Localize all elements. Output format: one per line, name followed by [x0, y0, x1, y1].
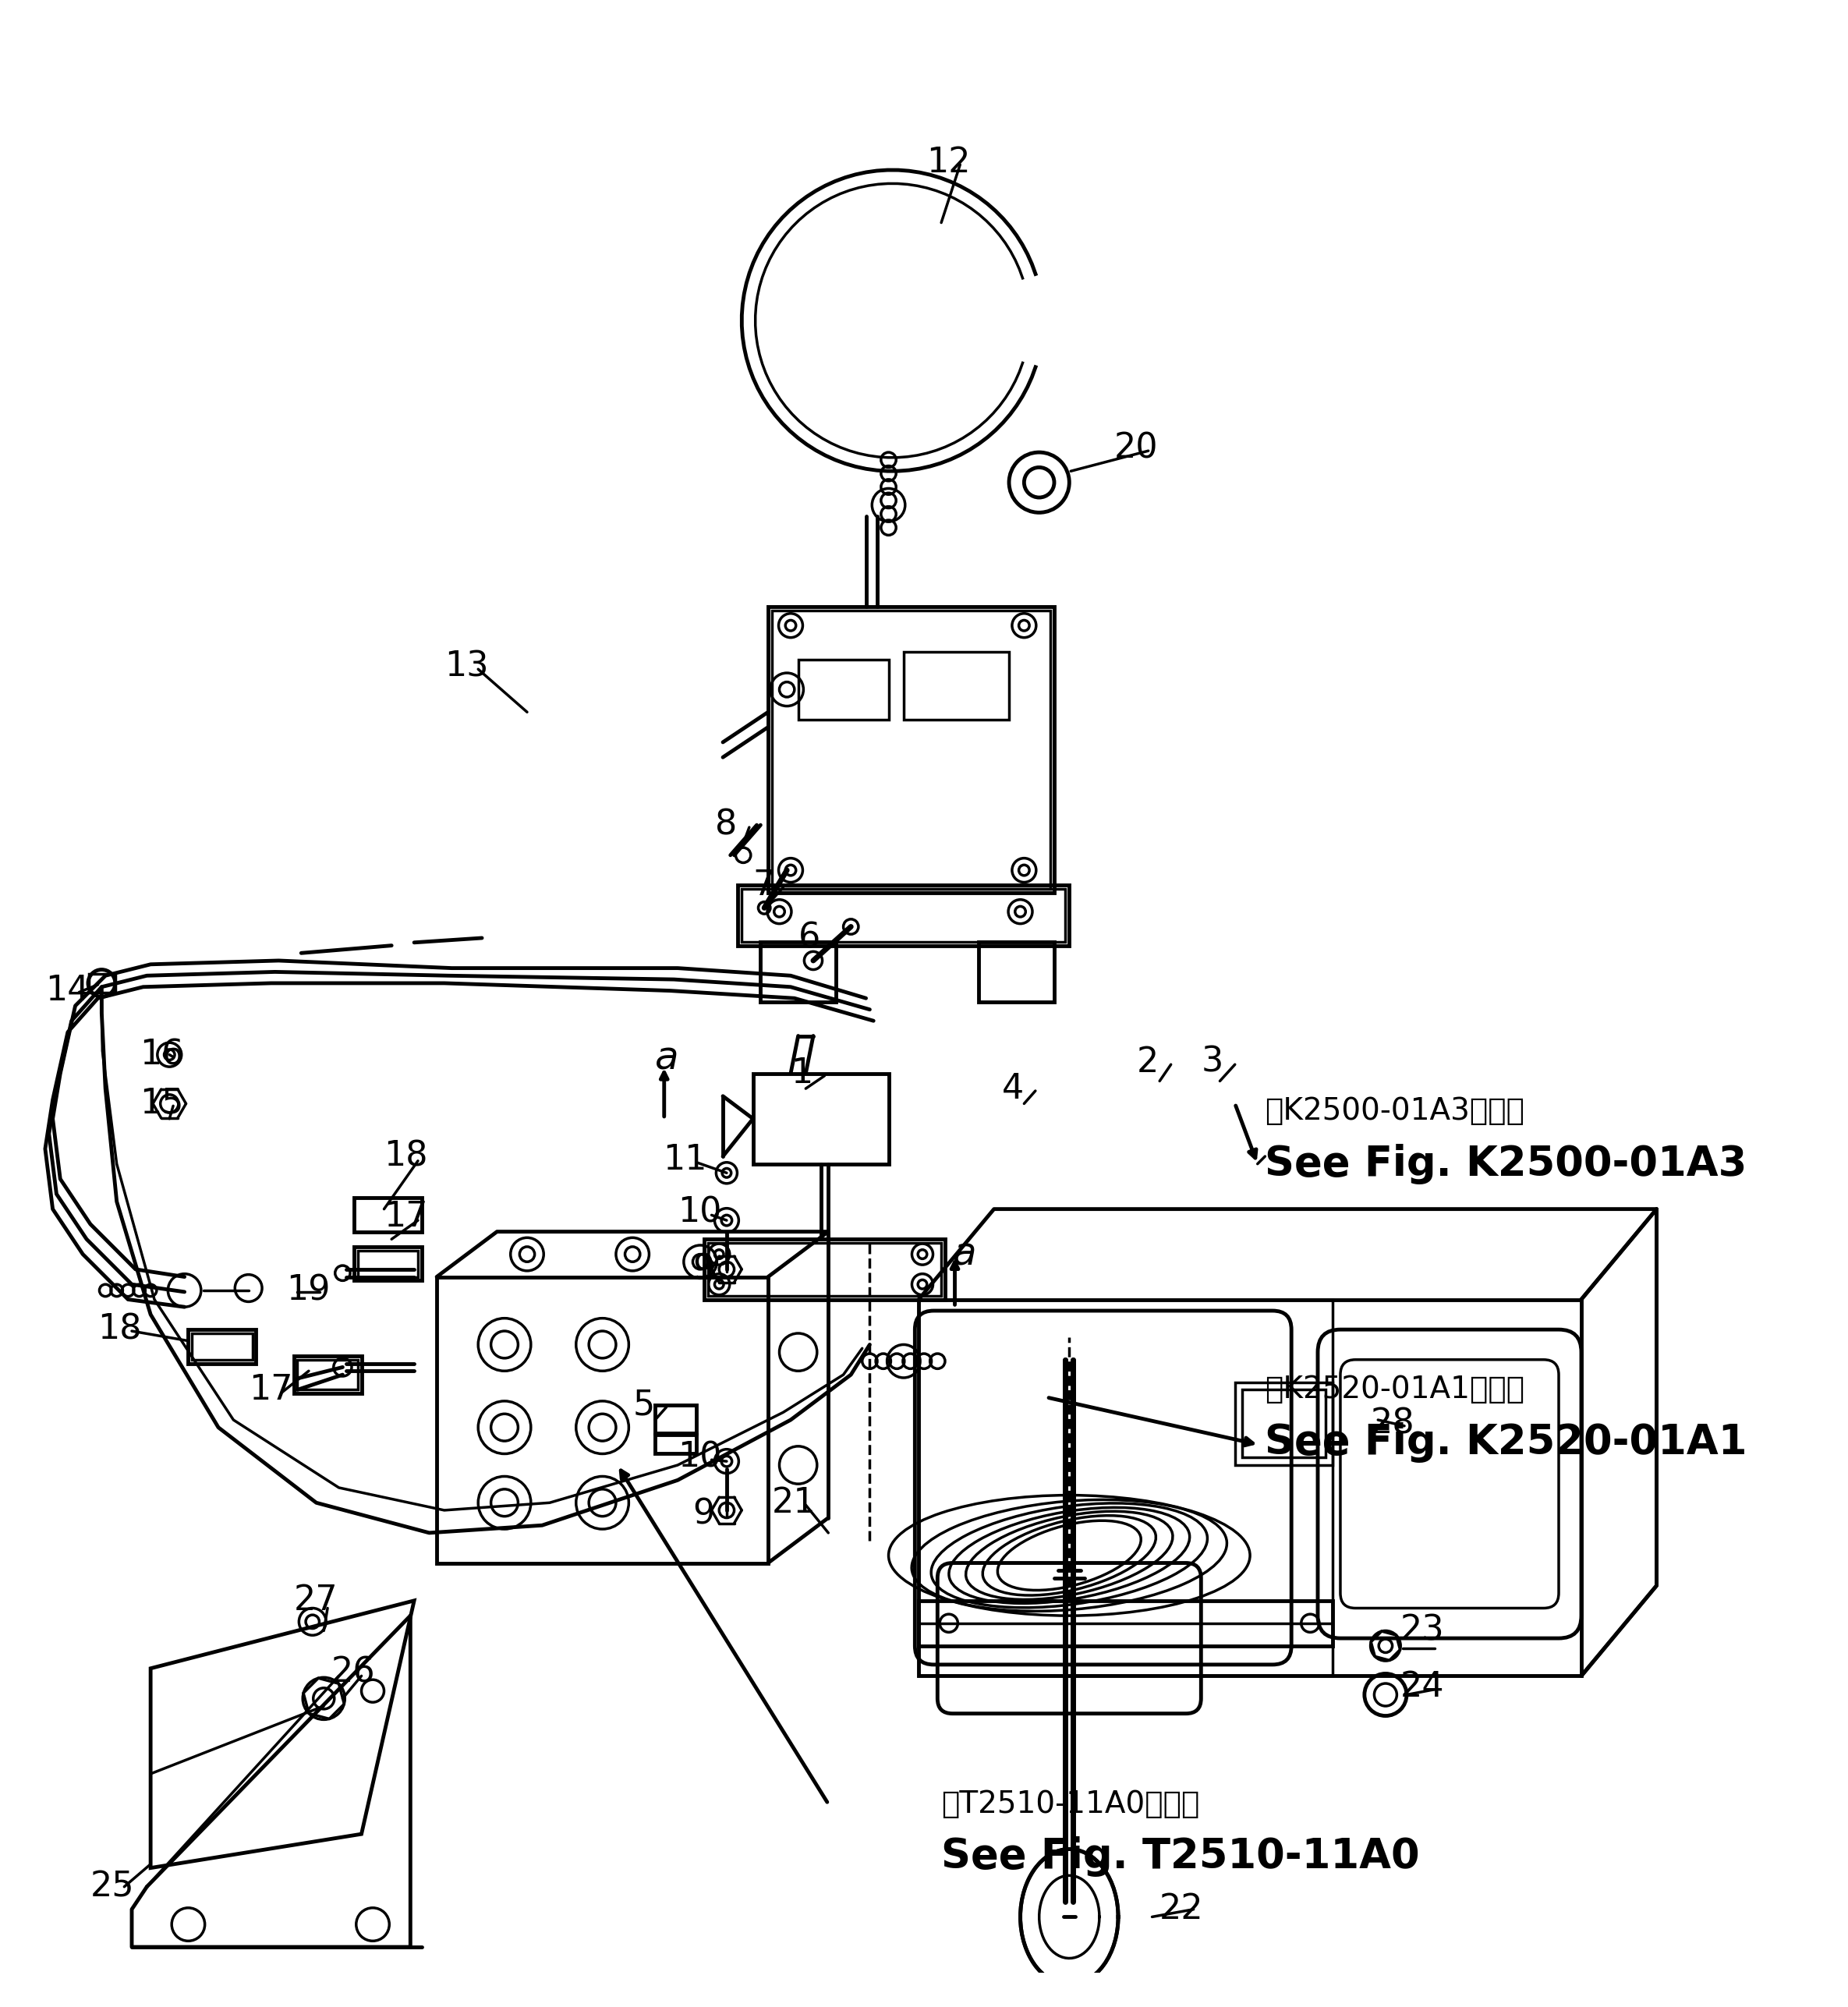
- Text: 22: 22: [1161, 1893, 1203, 1927]
- Text: 19: 19: [286, 1274, 331, 1307]
- Text: See Fig. K2500-01A3: See Fig. K2500-01A3: [1266, 1144, 1746, 1184]
- Text: 7: 7: [752, 869, 774, 901]
- Text: 1: 1: [791, 1058, 813, 1090]
- Bar: [979, 941, 1053, 1001]
- Text: 第K2520-01A1図参照: 第K2520-01A1図参照: [1266, 1375, 1525, 1405]
- Bar: [654, 1435, 697, 1453]
- Text: 第T2510-11A0図参照: 第T2510-11A0図参照: [941, 1788, 1199, 1818]
- Bar: [708, 1242, 941, 1297]
- Text: 9: 9: [693, 1252, 715, 1286]
- Bar: [772, 610, 1050, 889]
- Text: 17: 17: [248, 1373, 292, 1407]
- Text: 10: 10: [678, 1441, 723, 1475]
- Text: 23: 23: [1401, 1614, 1445, 1648]
- Text: 21: 21: [772, 1485, 817, 1519]
- Bar: [192, 1333, 253, 1359]
- Text: See Fig. K2520-01A1: See Fig. K2520-01A1: [1266, 1423, 1748, 1463]
- Bar: [298, 1359, 359, 1389]
- Text: 24: 24: [1401, 1670, 1445, 1704]
- Text: 第K2500-01A3図参照: 第K2500-01A3図参照: [1266, 1096, 1525, 1126]
- Text: 2: 2: [1137, 1046, 1159, 1080]
- Text: 18: 18: [98, 1313, 142, 1347]
- Text: 9: 9: [693, 1497, 715, 1531]
- Text: 11: 11: [663, 1144, 706, 1176]
- Text: 27: 27: [294, 1584, 338, 1618]
- Text: 26: 26: [331, 1656, 375, 1690]
- Bar: [737, 885, 1070, 945]
- Text: 6: 6: [798, 921, 821, 955]
- Bar: [904, 652, 1009, 721]
- Text: 20: 20: [1114, 432, 1159, 466]
- Text: 12: 12: [926, 147, 970, 179]
- Bar: [741, 889, 1066, 941]
- Text: See Fig. T2510-11A0: See Fig. T2510-11A0: [941, 1836, 1419, 1877]
- Text: 28: 28: [1371, 1407, 1414, 1441]
- Text: 13: 13: [444, 650, 488, 684]
- Text: 15: 15: [139, 1088, 183, 1120]
- Text: 3: 3: [1201, 1046, 1223, 1080]
- Bar: [355, 1246, 421, 1280]
- Bar: [294, 1357, 362, 1393]
- Bar: [918, 1602, 1332, 1646]
- Bar: [798, 660, 889, 721]
- Text: 17: 17: [384, 1200, 429, 1234]
- Bar: [752, 1074, 889, 1164]
- Text: 10: 10: [678, 1196, 723, 1230]
- Bar: [1234, 1383, 1332, 1465]
- Text: 5: 5: [632, 1389, 654, 1421]
- Text: 18: 18: [384, 1140, 429, 1174]
- Bar: [918, 1299, 1332, 1676]
- Bar: [355, 1198, 421, 1232]
- Bar: [704, 1238, 944, 1299]
- Text: 14: 14: [44, 973, 89, 1008]
- Bar: [654, 1405, 697, 1433]
- Bar: [359, 1250, 418, 1276]
- Bar: [918, 1299, 1582, 1676]
- Bar: [1242, 1389, 1325, 1457]
- Text: 8: 8: [715, 809, 737, 841]
- Text: 4: 4: [1002, 1072, 1024, 1106]
- Text: 25: 25: [91, 1871, 135, 1903]
- Text: 16: 16: [139, 1038, 183, 1072]
- Bar: [188, 1329, 257, 1363]
- Bar: [761, 941, 835, 1001]
- Text: a: a: [952, 1236, 976, 1272]
- Bar: [89, 973, 115, 993]
- Bar: [436, 1276, 769, 1563]
- Text: a: a: [654, 1040, 678, 1078]
- Bar: [769, 606, 1053, 893]
